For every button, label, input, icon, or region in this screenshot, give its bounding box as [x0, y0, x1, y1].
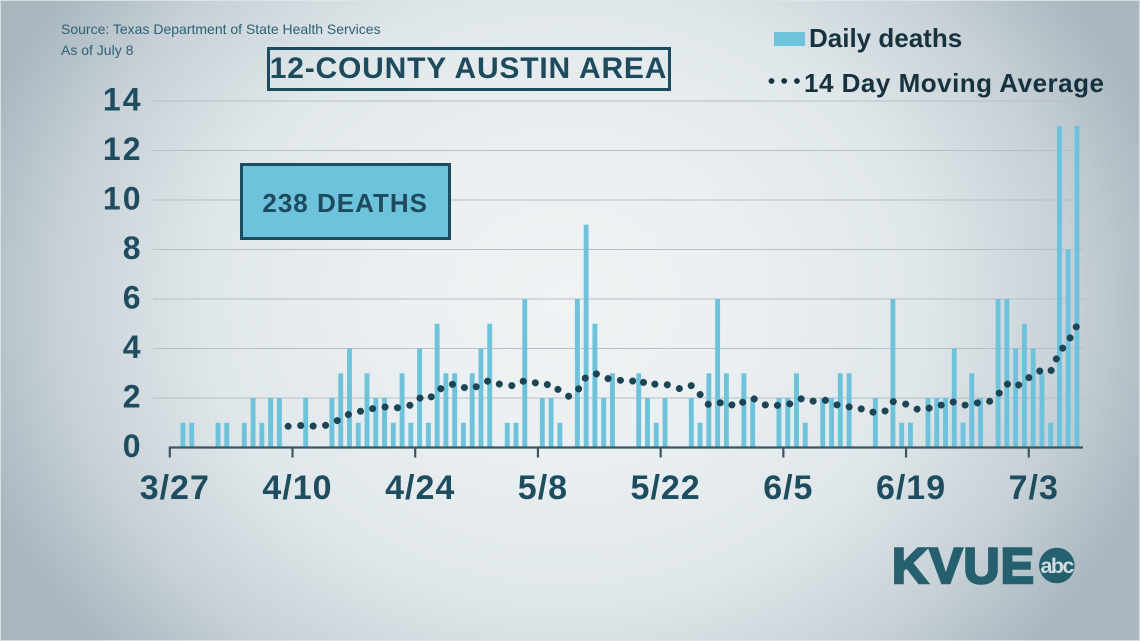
svg-text:4/24: 4/24: [385, 469, 455, 507]
svg-text:0: 0: [123, 428, 143, 464]
svg-text:12: 12: [103, 131, 143, 167]
svg-text:14: 14: [103, 82, 143, 118]
svg-text:10: 10: [103, 181, 143, 217]
svg-text:6: 6: [123, 280, 143, 316]
svg-text:KVUE: KVUE: [892, 538, 1035, 594]
svg-text:3/27: 3/27: [140, 469, 210, 507]
svg-text:7/3: 7/3: [1009, 469, 1059, 507]
svg-text:6/19: 6/19: [876, 469, 946, 507]
svg-text:2: 2: [123, 379, 143, 415]
svg-text:8: 8: [123, 230, 143, 266]
svg-text:5/22: 5/22: [631, 469, 701, 507]
svg-text:4: 4: [123, 329, 143, 365]
svg-text:abc: abc: [1040, 554, 1074, 578]
svg-text:5/8: 5/8: [518, 469, 568, 507]
svg-text:4/10: 4/10: [262, 469, 332, 507]
svg-text:6/5: 6/5: [763, 469, 813, 507]
